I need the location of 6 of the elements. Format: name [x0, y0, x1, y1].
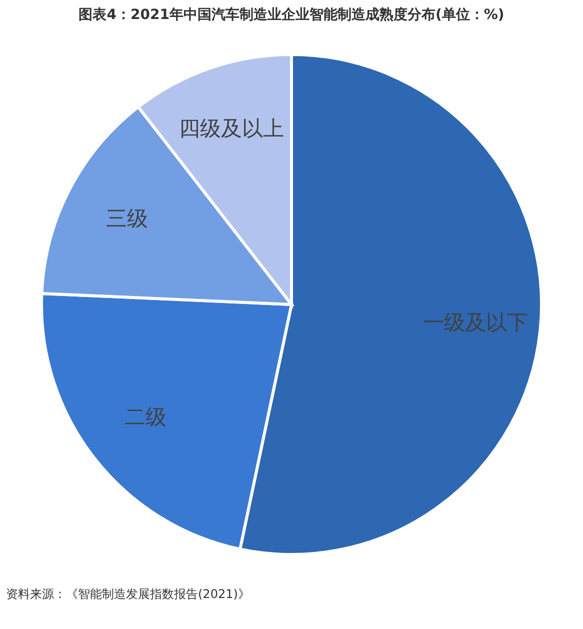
slice-label: 四级及以上: [179, 116, 284, 140]
slice-label: 三级: [106, 206, 148, 230]
text: 资料来源：《智能制造发展指数报告(2021)》: [6, 586, 250, 603]
chart-title: 图表4：2021年中国汽车制造业企业智能制造成熟度分布(单位：%): [78, 6, 504, 23]
slice-label: 一级及以下: [423, 310, 528, 335]
slice-label: 二级: [124, 404, 166, 429]
